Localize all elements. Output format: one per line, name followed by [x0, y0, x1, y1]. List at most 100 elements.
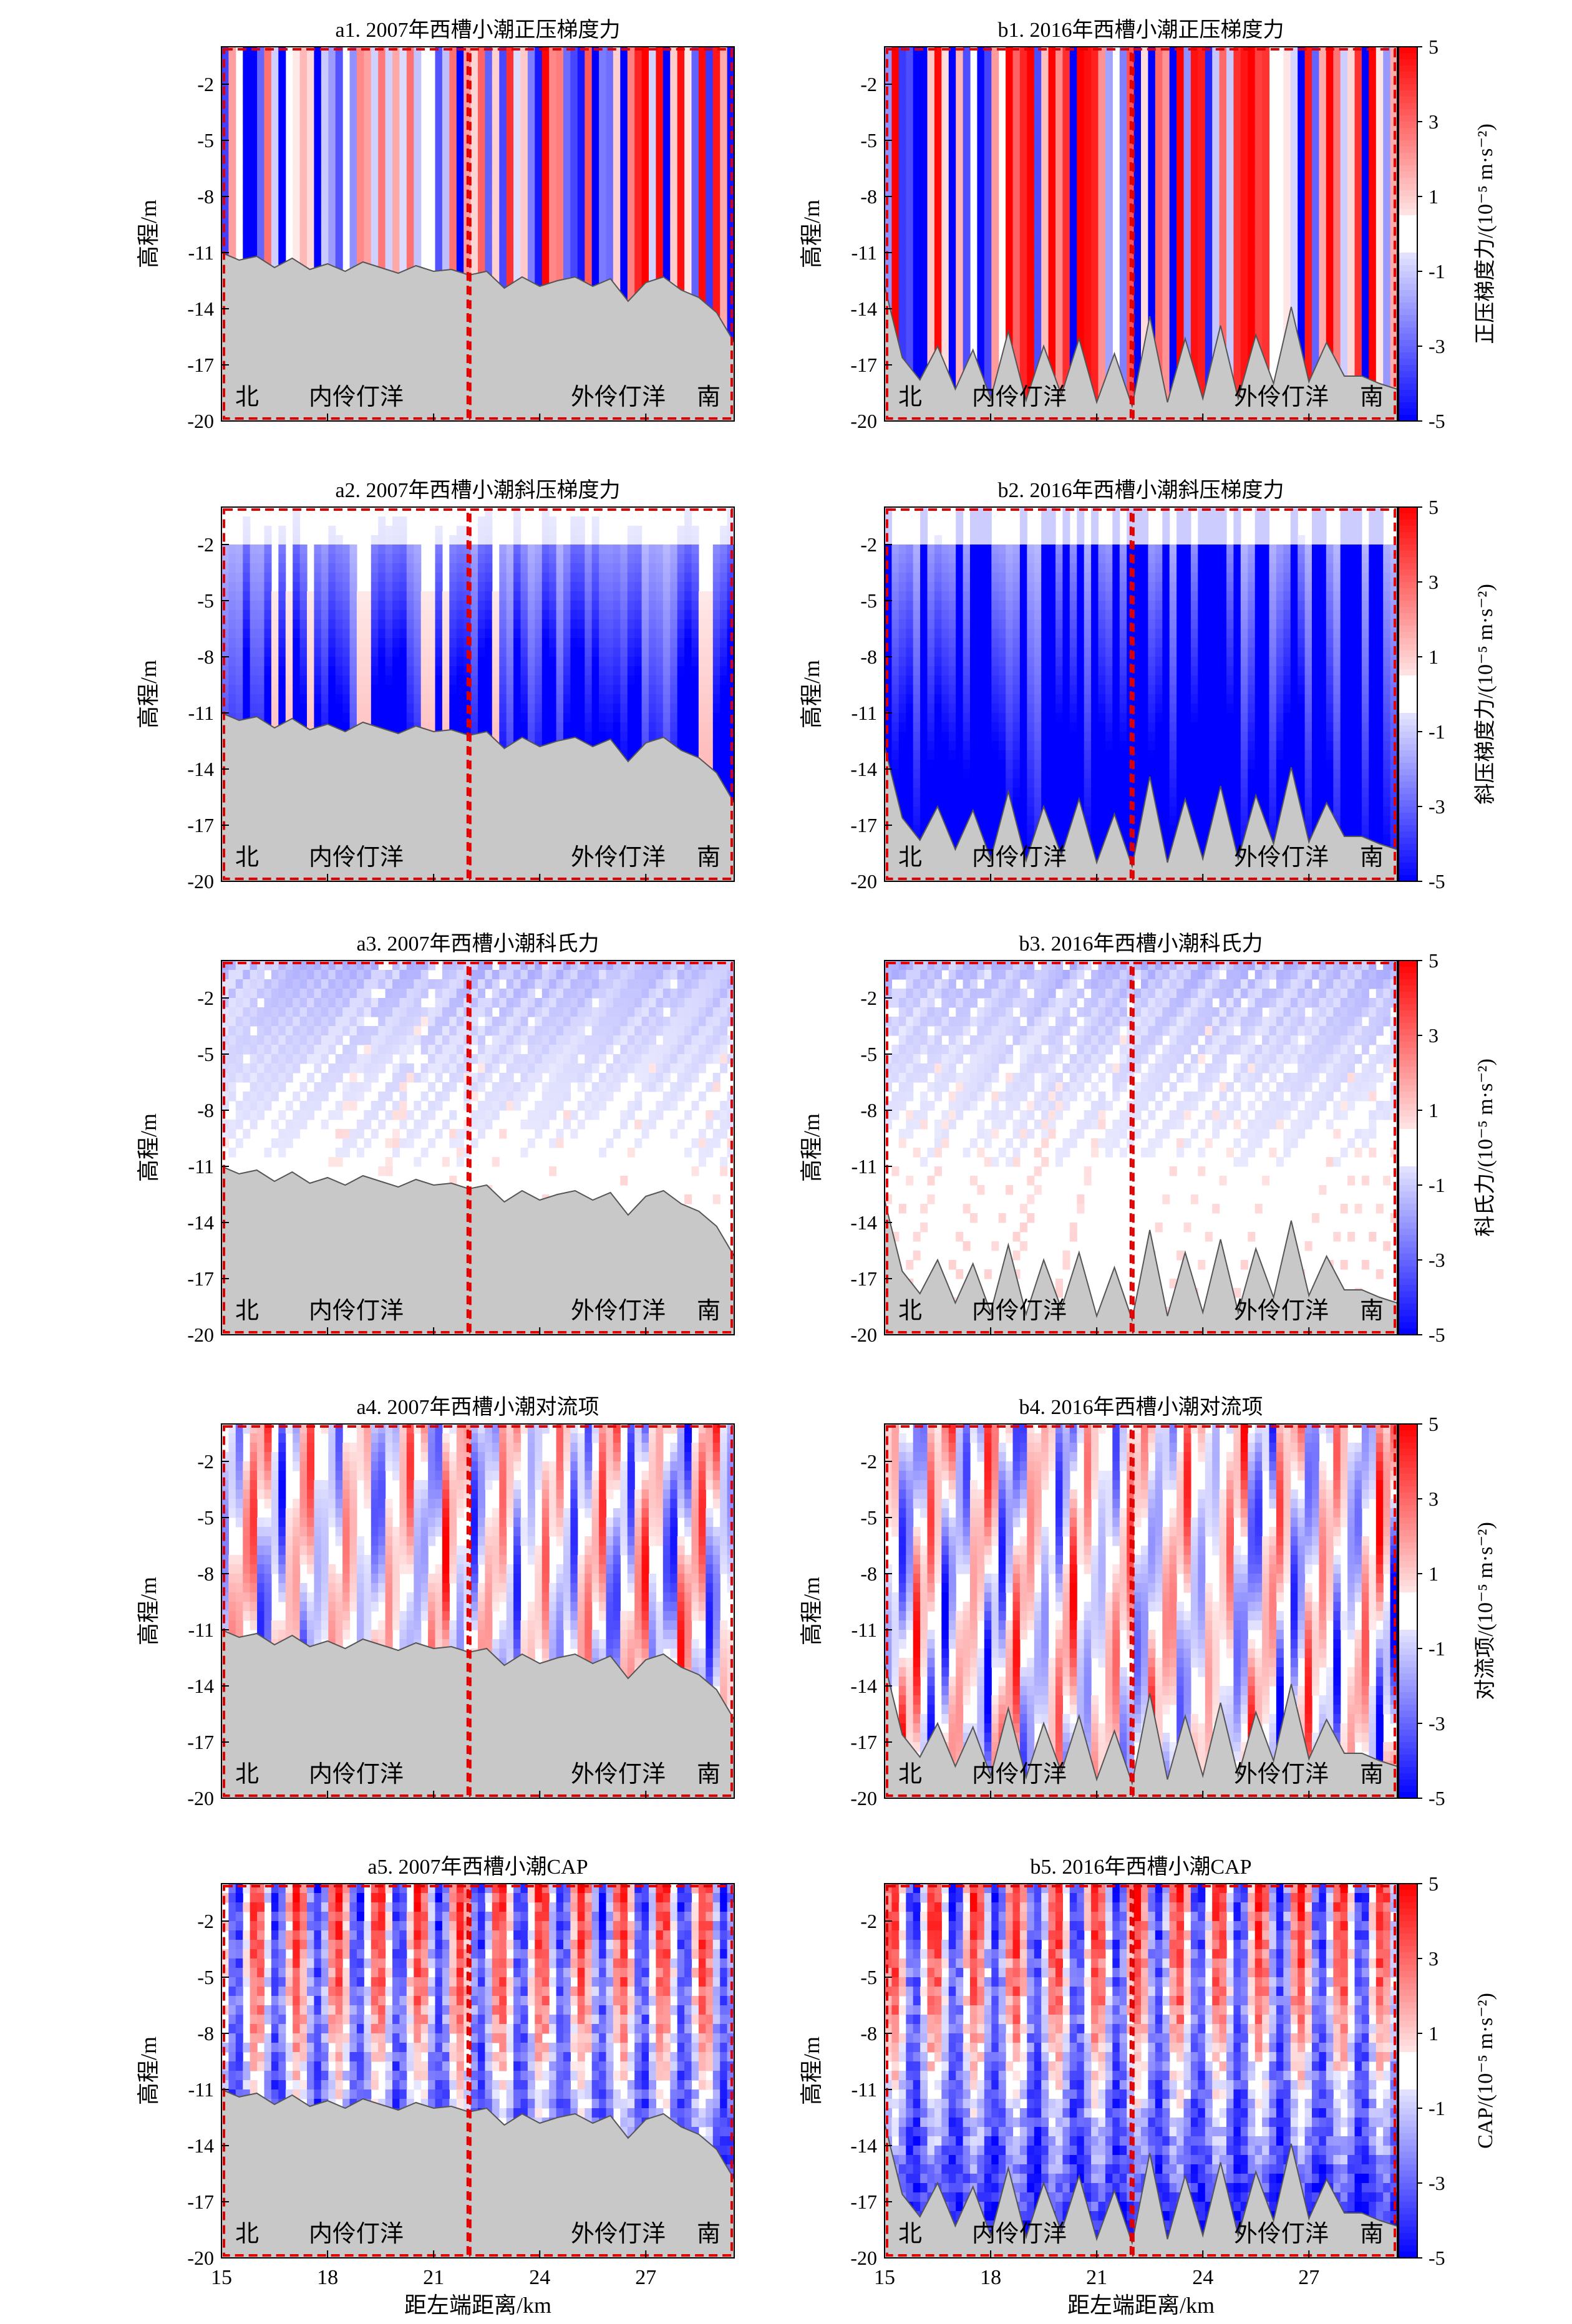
heatmap-cell: [563, 215, 571, 225]
heatmap-cell: [406, 178, 414, 188]
heatmap-cell: [1077, 225, 1085, 235]
heatmap-cell: [314, 65, 322, 75]
heatmap-cell: [1027, 112, 1035, 122]
heatmap-cell: [984, 122, 992, 132]
heatmap-cell: [1105, 318, 1113, 328]
heatmap-cell: [934, 290, 942, 300]
heatmap-cell: [1312, 327, 1319, 337]
heatmap-cell: [927, 262, 935, 272]
heatmap-cell: [449, 150, 457, 160]
heatmap-cell: [456, 75, 464, 85]
heatmap-cell: [1312, 290, 1319, 300]
heatmap-cell: [335, 243, 343, 253]
heatmap-cell: [299, 140, 308, 150]
heatmap-cell: [641, 56, 649, 66]
heatmap-cell: [1041, 225, 1049, 235]
heatmap-cell: [698, 187, 706, 197]
heatmap-cell: [1141, 159, 1148, 169]
heatmap-cell: [1248, 112, 1256, 122]
heatmap-cell: [1041, 178, 1049, 188]
heatmap-cell: [984, 84, 992, 94]
heatmap-cell: [1262, 327, 1270, 337]
heatmap-cell: [670, 178, 678, 188]
heatmap-cell: [1190, 318, 1198, 328]
heatmap-cell: [1283, 103, 1291, 113]
heatmap-cell: [556, 131, 564, 141]
heatmap-cell: [1319, 196, 1327, 206]
heatmap-cell: [314, 187, 322, 197]
heatmap-cell: [977, 56, 985, 66]
heatmap-cell: [691, 243, 699, 253]
heatmap-cell: [549, 225, 557, 235]
heatmap-cell: [577, 150, 585, 160]
heatmap-cell: [649, 103, 656, 113]
heatmap-cell: [470, 112, 478, 122]
heatmap-cell: [243, 159, 251, 169]
heatmap-cell: [641, 225, 649, 235]
heatmap-cell: [1084, 299, 1092, 309]
heatmap-cell: [1233, 337, 1241, 347]
heatmap-cell: [1233, 187, 1241, 197]
heatmap-cell: [920, 112, 928, 122]
heatmap-cell: [1183, 281, 1191, 291]
heatmap-cell: [1248, 178, 1256, 188]
heatmap-cell: [1105, 75, 1113, 85]
heatmap-cell: [677, 159, 685, 169]
heatmap-cell: [1034, 84, 1042, 94]
heatmap-cell: [684, 178, 692, 188]
heatmap-cell: [356, 243, 364, 253]
heatmap-cell: [364, 131, 372, 141]
heatmap-cell: [321, 140, 329, 150]
heatmap-cell: [934, 206, 942, 216]
heatmap-cell: [684, 196, 692, 206]
heatmap-cell: [1098, 337, 1106, 347]
heatmap-cell: [478, 168, 485, 178]
heatmap-cell: [691, 234, 699, 244]
heatmap-cell: [392, 196, 400, 206]
heatmap-cell: [1298, 243, 1306, 253]
heatmap-cell: [406, 94, 414, 104]
heatmap-cell: [1055, 94, 1063, 104]
heatmap-cell: [585, 196, 593, 206]
heatmap-cell: [948, 75, 956, 85]
heatmap-cell: [1012, 271, 1021, 281]
heatmap-cell: [1141, 262, 1148, 272]
heatmap-cell: [1262, 56, 1270, 66]
heatmap-cell: [662, 94, 671, 104]
heatmap-cell: [956, 271, 964, 281]
heatmap-cell: [414, 112, 422, 122]
heatmap-cell: [1190, 187, 1198, 197]
heatmap-cell: [920, 253, 928, 263]
heatmap-cell: [1169, 103, 1177, 113]
heatmap-cell: [470, 75, 478, 85]
heatmap-cell: [1141, 168, 1148, 178]
heatmap-cell: [1148, 215, 1156, 225]
heatmap-cell: [1155, 187, 1163, 197]
heatmap-cell: [927, 206, 935, 216]
heatmap-cell: [328, 243, 336, 253]
heatmap-cell: [1248, 309, 1256, 319]
heatmap-cell: [891, 103, 900, 113]
heatmap-cell: [1098, 271, 1106, 281]
heatmap-cell: [1262, 253, 1270, 263]
heatmap-cell: [1248, 103, 1256, 113]
heatmap-cell: [1169, 299, 1177, 309]
heatmap-cell: [898, 281, 906, 291]
heatmap-cell: [891, 281, 900, 291]
heatmap-cell: [1084, 84, 1092, 94]
heatmap-cell: [1254, 253, 1263, 263]
heatmap-cell: [1133, 262, 1142, 272]
heatmap-cell: [591, 178, 599, 188]
heatmap-cell: [364, 150, 372, 160]
heatmap-cell: [1069, 318, 1077, 328]
heatmap-cell: [563, 103, 571, 113]
heatmap-cell: [485, 131, 493, 141]
heatmap-cell: [1148, 271, 1156, 281]
heatmap-cell: [670, 196, 678, 206]
heatmap-cell: [599, 84, 607, 94]
heatmap-cell: [891, 299, 900, 309]
heatmap-cell: [1290, 243, 1298, 253]
heatmap-cell: [670, 140, 678, 150]
heatmap-cell: [1190, 150, 1198, 160]
heatmap-cell: [1283, 65, 1291, 75]
